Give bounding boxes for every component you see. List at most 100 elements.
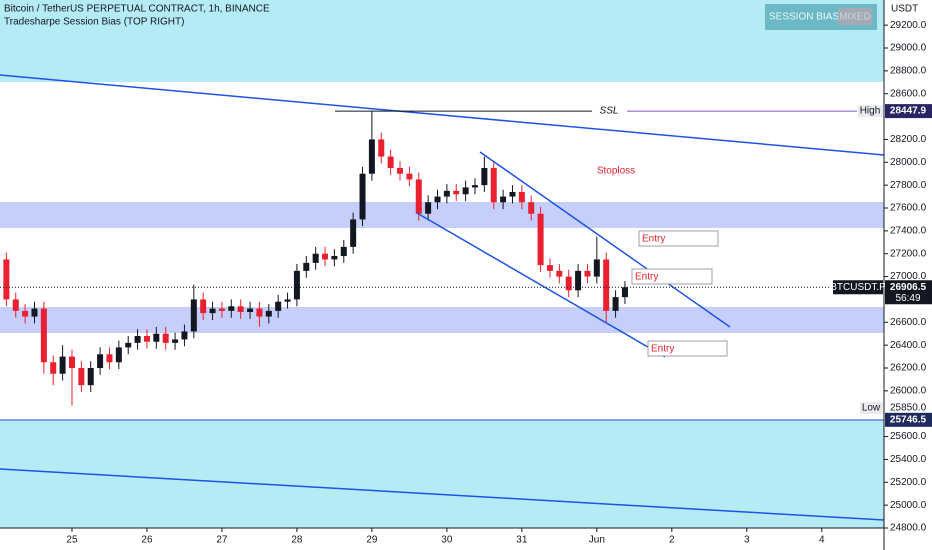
candle-body (509, 192, 516, 197)
y-tick-label: 29000.0 (890, 43, 927, 54)
candle-body (190, 299, 197, 332)
countdown: 56:49 (895, 293, 920, 304)
y-tick-label: 28200.0 (890, 134, 927, 145)
candle-body (68, 356, 75, 368)
candle-body (322, 253, 329, 260)
candle-body (312, 253, 319, 263)
channel-line (479, 151, 731, 328)
x-tick-label: 3 (744, 535, 750, 546)
candle-body (31, 308, 38, 317)
y-tick-label: 27600.0 (890, 203, 927, 214)
symbol-box (833, 280, 883, 295)
y-tick-label: 29200.0 (890, 20, 927, 31)
high-tag-label: High (860, 106, 881, 117)
y-tick-label: 27200.0 (890, 248, 927, 259)
y-tick-label: 28000.0 (890, 157, 927, 168)
last-price: 26906.5 (890, 282, 927, 293)
low-price-box (885, 412, 932, 427)
high-price: 28447.9 (890, 106, 927, 117)
candle-body (500, 196, 507, 203)
y-tick-label: 25600.0 (890, 431, 927, 442)
candle-body (415, 179, 422, 214)
trend-line (0, 468, 885, 521)
candle-body (546, 265, 553, 271)
stoploss-label: Stoploss (597, 166, 635, 177)
chart-title: Bitcoin / TetherUS PERPETUAL CONTRACT, 1… (4, 4, 270, 15)
high-price-box (885, 104, 932, 119)
candle-body (378, 139, 385, 157)
candle-body (162, 333, 169, 343)
candle-body (284, 299, 291, 302)
candle-body (406, 173, 413, 180)
candle-body (331, 256, 338, 260)
candle-body (603, 259, 610, 311)
candle-body (368, 139, 375, 174)
candle-body (265, 310, 272, 317)
candle-body (340, 246, 347, 256)
candle-body (471, 185, 478, 188)
candle-body (481, 168, 488, 186)
y-tick-label: 24800.0 (890, 523, 927, 534)
y-tick-label: 28600.0 (890, 88, 927, 99)
channel-line (416, 212, 666, 358)
candle-body (40, 308, 47, 363)
y-tick-label: 27400.0 (890, 225, 927, 236)
candle-body (143, 336, 150, 342)
session-zone (0, 0, 884, 82)
candle-body (134, 336, 141, 343)
candle-body (565, 276, 572, 291)
candle-body (303, 262, 310, 271)
x-tick-label: 2 (669, 535, 675, 546)
y-tick-label: 28800.0 (890, 65, 927, 76)
y-tick-label: 25850.0 (890, 403, 927, 414)
candle-body (453, 190, 460, 195)
candle-body (125, 342, 132, 348)
time-axis (0, 528, 884, 550)
candle-body (115, 347, 122, 363)
candle-body (584, 270, 591, 277)
candle-body (275, 301, 282, 311)
entry-box (631, 268, 713, 285)
y-tick-label: 26600.0 (890, 317, 927, 328)
candle-body (350, 219, 357, 247)
entry-box (647, 340, 728, 357)
candle-body (247, 308, 254, 312)
entry-label: Entry (651, 344, 674, 355)
entry-label: Entry (642, 234, 665, 245)
y-tick-label: 27000.0 (890, 271, 927, 282)
price-axis (884, 0, 932, 550)
candle-body (593, 259, 600, 277)
currency-label: USDT (891, 4, 918, 15)
candle-body (425, 202, 432, 214)
candle-body (537, 213, 544, 266)
bias-value-box (838, 8, 872, 25)
candle-body (228, 306, 235, 311)
candle-body (12, 299, 19, 311)
candle-body (518, 192, 525, 203)
y-tick-label: 25200.0 (890, 477, 927, 488)
bias-title: SESSION BIAS (769, 12, 839, 23)
candles (3, 111, 628, 406)
x-tick-label: 29 (366, 535, 378, 546)
high-tag (858, 105, 883, 118)
candle-body (50, 362, 57, 374)
low-tag-label: Low (862, 403, 881, 414)
y-tick-label: 25000.0 (890, 500, 927, 511)
candle-body (97, 354, 104, 368)
candle-body (556, 270, 563, 277)
x-tick-label: 27 (216, 535, 228, 546)
candle-body (200, 299, 207, 314)
candle-body (256, 308, 263, 317)
candle-body (293, 270, 300, 300)
candle-body (612, 297, 619, 311)
candle-body (397, 168, 404, 174)
candle-body (22, 310, 29, 317)
candle-body (434, 196, 441, 203)
x-tick-label: 30 (441, 535, 453, 546)
x-tick-label: 4 (819, 535, 825, 546)
ssl-label: SSL (600, 106, 619, 117)
supply-zone (0, 202, 884, 228)
candle-body (462, 187, 469, 195)
